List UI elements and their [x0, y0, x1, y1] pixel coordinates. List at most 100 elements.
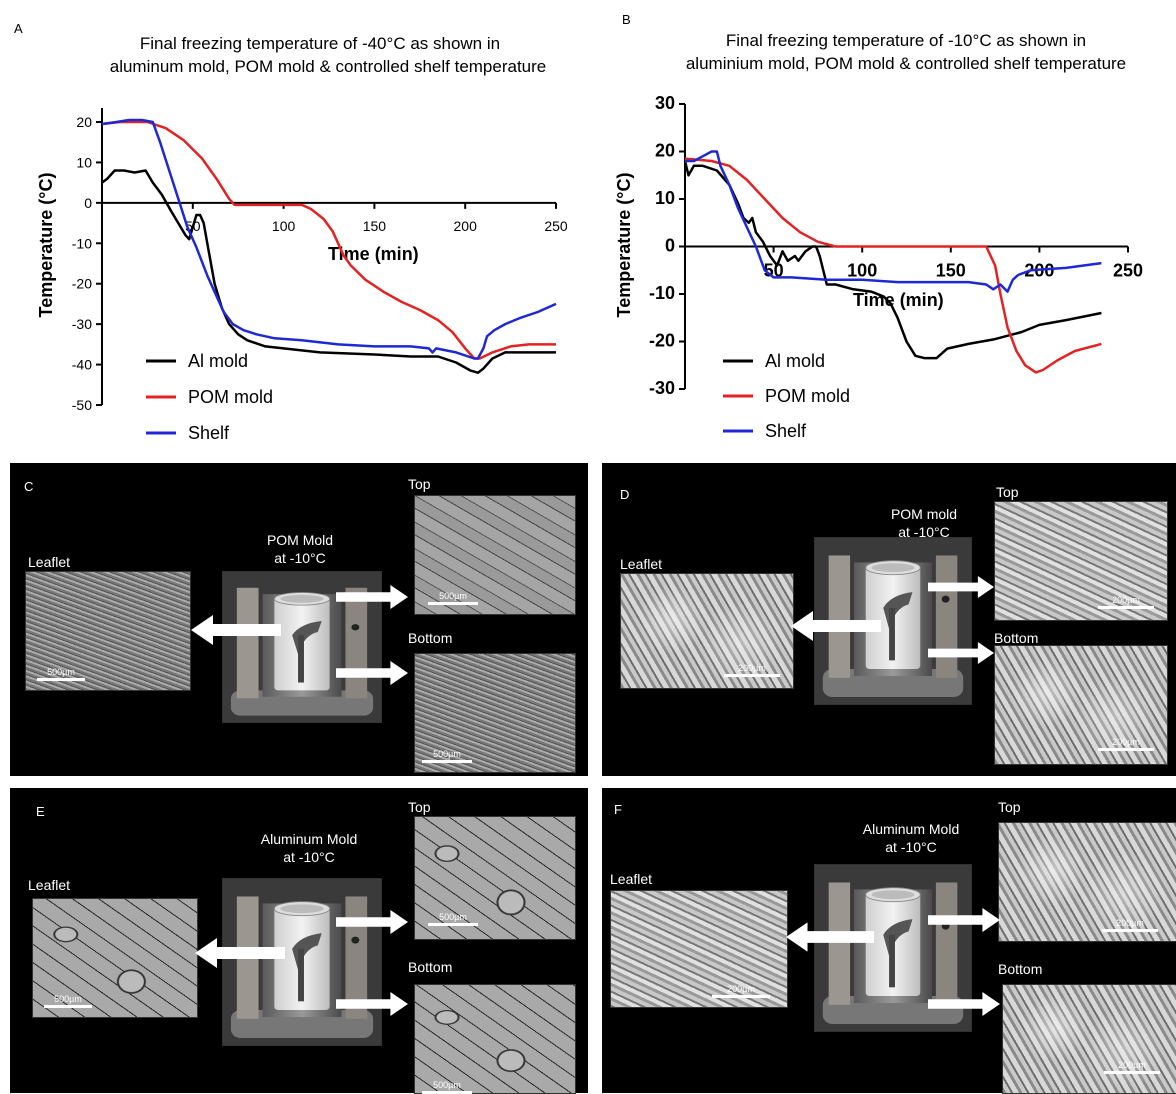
scale-bar-line	[1098, 748, 1154, 751]
scale-bar-label: 200µm	[1112, 737, 1140, 747]
chart-a-title-line2: aluminum mold, POM mold & controlled she…	[110, 57, 547, 76]
scale-bar-label: 500µm	[54, 994, 82, 1004]
scale-bar-label: 500µm	[439, 591, 467, 601]
x-tick-label: 200	[454, 218, 478, 234]
scale-bar: 200µm	[1098, 595, 1154, 609]
arrow-to-top	[336, 908, 408, 936]
chart-b-ylabel: Temperature (°C)	[614, 173, 634, 318]
scale-bar-label: 500µm	[433, 1080, 461, 1090]
mold-label-line: POM mold	[890, 506, 958, 522]
scale-bar-label: 200µm	[1118, 1060, 1146, 1070]
mold-label-line: at -10°C	[283, 849, 335, 865]
scale-bar-line	[724, 674, 780, 677]
top-label: Top	[998, 799, 1021, 815]
y-tick-label: 20	[655, 141, 675, 161]
arrow-to-bottom	[336, 990, 408, 1018]
arrow-to-bottom	[336, 659, 408, 687]
arrow-to-top	[928, 573, 994, 601]
leaflet-label: Leaflet	[620, 556, 663, 572]
scale-bar: 200µm	[1098, 737, 1154, 751]
legend-label: Al mold	[188, 351, 248, 371]
x-tick-label: 250	[544, 218, 568, 234]
mold-label: Aluminum Mold at -10°C	[224, 830, 394, 866]
y-tick-label: -50	[72, 397, 92, 413]
chart-b: B Final freezing temperature of -10°C as…	[614, 12, 1143, 441]
panel-label: E	[36, 804, 45, 819]
y-tick-label: -10	[72, 235, 92, 251]
y-tick-label: -40	[72, 357, 92, 373]
x-tick-label: 150	[363, 218, 387, 234]
arrow-to-top	[928, 906, 1000, 934]
scale-bar-line	[422, 760, 472, 763]
scale-bar-line	[428, 602, 478, 605]
bottom-label: Bottom	[994, 630, 1039, 646]
y-tick-label: 20	[76, 114, 92, 130]
leaflet-micrograph	[610, 890, 788, 1008]
panel-label: F	[614, 802, 622, 817]
scale-bar-label: 200µm	[738, 663, 766, 673]
panel-label-b: B	[622, 12, 631, 27]
series-line-pom-mold	[684, 157, 1102, 374]
scale-bar-line	[1102, 929, 1158, 932]
scale-bar-line	[37, 678, 85, 681]
top-micrograph	[994, 501, 1168, 621]
mold-label: Aluminum Mold at -10°C	[826, 820, 996, 856]
chart-a-title-line1: Final freezing temperature of -40°C as s…	[140, 34, 500, 53]
mold-label: POM Mold at -10°C	[240, 531, 360, 567]
leaflet-label: Leaflet	[610, 871, 653, 887]
scale-bar: 500µm	[428, 912, 478, 926]
x-tick-label: 50	[764, 261, 784, 281]
chart-b-xlabel: Time (min)	[853, 290, 944, 310]
arrow-to-bottom	[928, 639, 994, 667]
scale-bar: 500µm	[422, 749, 472, 763]
leaflet-micrograph	[25, 571, 191, 691]
top-label: Top	[996, 484, 1019, 500]
scale-bar-label: 200µm	[1112, 595, 1140, 605]
top-label: Top	[408, 476, 431, 492]
bottom-micrograph	[414, 984, 576, 1094]
scale-bar-label: 200µm	[1116, 918, 1144, 928]
y-tick-label: -30	[72, 316, 92, 332]
top-micrograph	[998, 822, 1176, 942]
panel-f: F Leaflet Top Bottom Aluminum Mold at -10°C 20…	[602, 788, 1176, 1094]
bottom-label: Bottom	[408, 630, 453, 646]
chart-a-ylabel: Temperature (°C)	[36, 173, 56, 318]
x-tick-label: 100	[272, 218, 296, 234]
scale-bar-label: 200µm	[727, 984, 755, 994]
bottom-label: Bottom	[998, 961, 1043, 977]
arrow-to-top	[336, 583, 408, 611]
bottom-micrograph	[1002, 984, 1176, 1094]
y-tick-label: -10	[649, 283, 675, 303]
bottom-micrograph	[994, 645, 1168, 765]
mold-label-line: at -10°C	[274, 550, 326, 566]
chart-b-title-line2: aluminium mold, POM mold & controlled sh…	[686, 54, 1126, 73]
series-line-al-mold	[101, 169, 556, 374]
mold-label-line: at -10°C	[885, 839, 937, 855]
panel-e: E Leaflet Top Bottom Aluminum Mold at -10°C 50…	[10, 788, 588, 1094]
arrow-to-leaflet	[194, 938, 286, 968]
panel-label: C	[24, 479, 34, 494]
arrow-to-leaflet	[790, 611, 882, 641]
y-tick-label: 10	[76, 154, 92, 170]
series-line-shelf	[685, 150, 1102, 293]
y-tick-label: 30	[655, 93, 675, 113]
top-micrograph	[414, 816, 576, 940]
scale-bar-label: 500µm	[47, 667, 75, 677]
chart-a: A Final freezing temperature of -40°C as…	[14, 21, 568, 443]
top-micrograph	[414, 495, 576, 615]
scale-bar-line	[44, 1005, 92, 1008]
scale-bar-line	[1098, 606, 1154, 609]
legend-label: Shelf	[765, 421, 807, 441]
mold-image	[814, 537, 972, 705]
legend-label: Shelf	[188, 423, 230, 443]
mold-label-line: POM Mold	[266, 532, 334, 548]
scale-bar: 200µm	[712, 984, 770, 998]
leaflet-micrograph	[32, 898, 198, 1018]
scale-bar: 200µm	[1104, 1060, 1160, 1074]
chart-b-title-line1: Final freezing temperature of -10°C as s…	[726, 31, 1086, 50]
panel-d: D Leaflet Top Bottom POM mold at -10°C 200µm 20…	[602, 463, 1176, 776]
scale-bar: 200µm	[724, 663, 780, 677]
legend-label: Al mold	[765, 351, 825, 371]
leaflet-micrograph	[620, 573, 794, 689]
y-tick-label: -30	[649, 378, 675, 398]
